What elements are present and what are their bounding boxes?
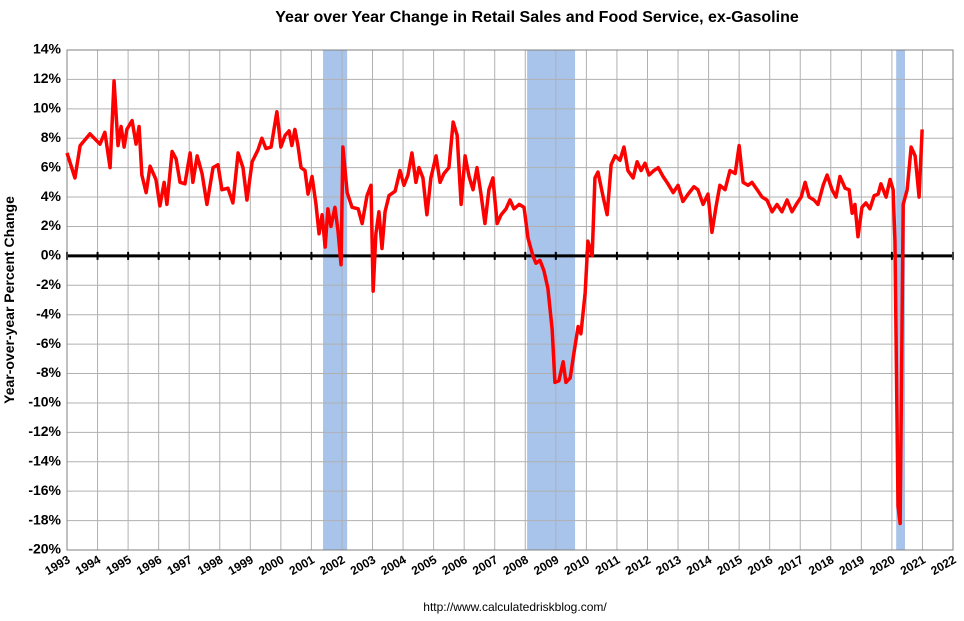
y-tick-label: -2% [36, 276, 61, 292]
x-tick-label: 2020 [867, 552, 897, 578]
y-tick-label: 6% [41, 158, 62, 174]
plot-border [66, 49, 954, 551]
x-tick-label: 2021 [898, 552, 928, 578]
shaded-period [323, 50, 348, 550]
shaded-period [527, 50, 576, 550]
x-tick-label: 2015 [715, 552, 745, 578]
x-tick-label: 1995 [103, 552, 133, 578]
y-tick-label: 0% [41, 247, 62, 263]
y-tick-label: -4% [36, 305, 61, 321]
x-tick-label: 2009 [531, 552, 561, 578]
x-tick-label: 1994 [73, 552, 103, 578]
x-tick-label: 2014 [684, 552, 714, 578]
x-tick-label: 2019 [837, 552, 867, 578]
x-tick-label: 2004 [378, 552, 408, 578]
y-tick-label: -16% [28, 482, 61, 498]
y-axis-title: Year-over-year Percent Change [1, 196, 17, 404]
x-tick-label: 2011 [593, 552, 623, 577]
y-tick-label: -14% [28, 452, 61, 468]
x-tick-label: 2002 [317, 552, 347, 578]
x-tick-label: 2013 [653, 552, 683, 578]
y-tick-label: 12% [33, 70, 62, 86]
x-tick-label: 2007 [470, 552, 500, 578]
data-line [65, 79, 924, 526]
y-tick-label: 8% [41, 129, 62, 145]
x-tick-label: 2003 [348, 552, 378, 578]
y-tick-label: -10% [28, 394, 61, 410]
y-tick-label: 4% [41, 188, 62, 204]
x-tick-label: 1997 [165, 552, 195, 578]
x-tick-label: 2006 [440, 552, 470, 578]
x-tick-label: 2001 [287, 552, 317, 578]
x-tick-label: 2012 [623, 552, 653, 578]
y-tick-label: -18% [28, 511, 61, 527]
x-tick-label: 2000 [256, 552, 286, 578]
x-tick-label: 2005 [409, 552, 439, 578]
source-note: http://www.calculatedriskblog.com/ [423, 600, 607, 614]
y-tick-label: 10% [33, 100, 62, 116]
x-tick-label: 1999 [226, 552, 256, 578]
x-tick-label: 2010 [562, 552, 592, 578]
y-tick-label: -12% [28, 423, 61, 439]
chart-title: Year over Year Change in Retail Sales an… [275, 9, 799, 26]
x-tick-label: 2022 [928, 552, 958, 578]
x-tick-label: 1998 [195, 552, 225, 578]
y-tick-label: -8% [36, 364, 61, 380]
y-tick-label: -6% [36, 335, 61, 351]
x-tick-label: 2008 [501, 552, 531, 578]
y-tick-label: 2% [41, 217, 62, 233]
y-tick-label: 14% [33, 41, 62, 57]
x-tick-label: 2016 [745, 552, 775, 578]
x-tick-label: 2017 [776, 552, 806, 578]
x-tick-label: 2018 [806, 552, 836, 578]
y-tick-label: -20% [28, 541, 61, 557]
x-tick-label: 1996 [134, 552, 164, 578]
